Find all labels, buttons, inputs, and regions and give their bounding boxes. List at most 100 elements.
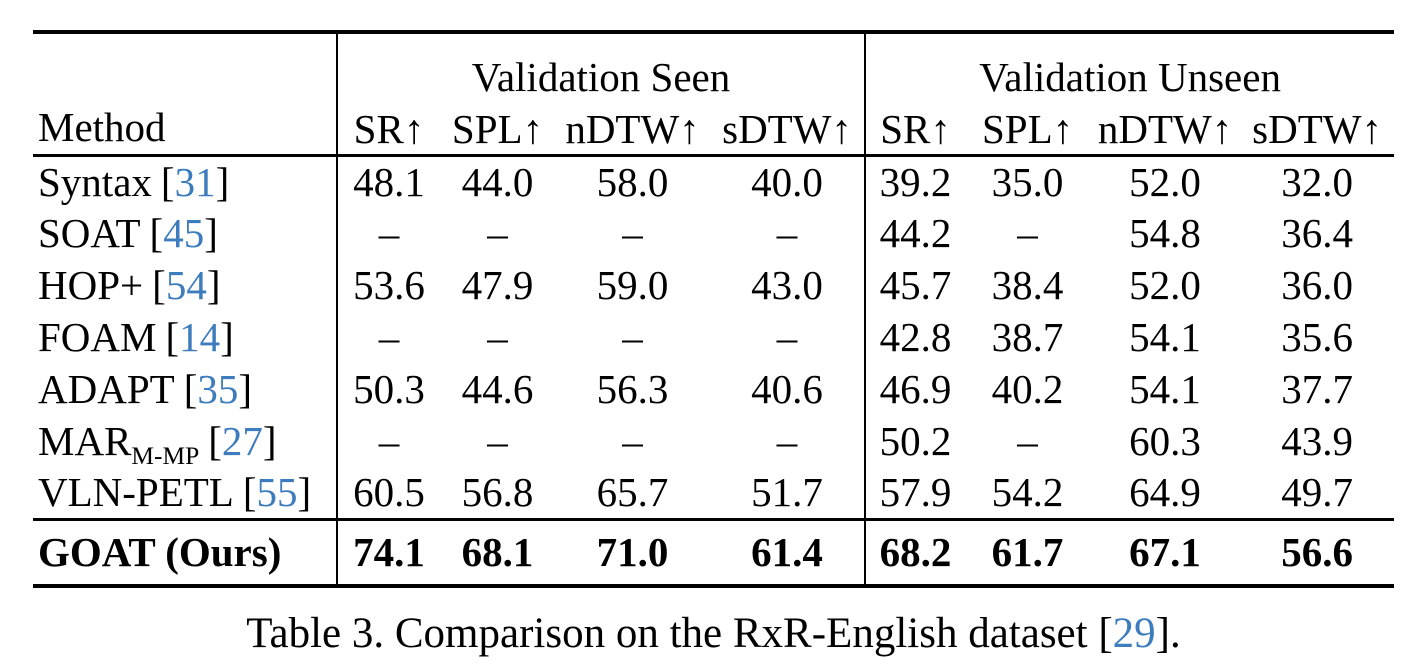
- metric-value: 54.1: [1129, 366, 1201, 412]
- metric-value: –: [776, 314, 798, 360]
- caption-text: Table 3. Comparison on the RxR-English d…: [246, 610, 1099, 657]
- bracket-close: ]: [262, 418, 277, 464]
- metric-value: 68.1: [440, 518, 555, 586]
- metric-value: 52.0: [1129, 158, 1201, 205]
- bracket-open: [: [165, 314, 180, 360]
- bracket-open: [: [149, 210, 164, 256]
- metric-value: 45.7: [864, 259, 966, 312]
- results-table: Method Validation Seen Validation Unseen…: [33, 30, 1395, 588]
- citation-link[interactable]: 29: [1112, 610, 1156, 657]
- table-row: HOP+ [54] 53.6 47.9 59.0 43.0 45.7 38.4 5…: [33, 259, 1394, 312]
- column-header-spl-unseen: SPL↑: [965, 104, 1091, 157]
- citation-link[interactable]: 55: [256, 469, 298, 516]
- metric-value: –: [336, 311, 440, 364]
- metric-value: 56.3: [596, 366, 669, 412]
- metric-value: 43.9: [1281, 418, 1353, 464]
- method-name: FOAM: [38, 314, 157, 360]
- method-cell: Syntax [31]: [33, 156, 337, 208]
- caption-period: .: [1170, 610, 1181, 657]
- metric-value: 36.0: [1281, 262, 1353, 308]
- table-row: Syntax [31] 48.1 44.0 58.0 40.0 39.2 35.0…: [33, 155, 1394, 208]
- method-name: SOAT: [38, 210, 141, 256]
- method-name: ADAPT: [38, 366, 175, 412]
- metric-value: 61.4: [710, 518, 866, 586]
- metric-value: 64.9: [1129, 469, 1201, 516]
- metric-value: 36.4: [1281, 210, 1353, 256]
- bracket-open: [: [242, 469, 257, 516]
- method-cell: FOAM [14]: [33, 312, 337, 364]
- metric-value: 50.3: [336, 363, 440, 416]
- bracket-close: ]: [1155, 610, 1170, 657]
- citation-link[interactable]: 45: [163, 210, 205, 256]
- metric-value: 67.1: [1090, 518, 1241, 586]
- citation-link[interactable]: 35: [197, 366, 239, 412]
- bracket-open: [: [208, 418, 222, 464]
- method-name: VLN-PETL: [38, 469, 234, 516]
- metric-value: 59.0: [596, 262, 669, 308]
- metric-value: 56.6: [1240, 518, 1395, 586]
- metric-value: –: [1017, 418, 1038, 464]
- column-header-method: Method: [33, 32, 337, 157]
- metric-value: 51.7: [751, 469, 823, 516]
- metric-value: –: [622, 314, 643, 360]
- metric-value: –: [776, 418, 798, 464]
- metric-value: 44.0: [461, 158, 534, 205]
- table-row: SOAT [45] – – – – 44.2 – 54.8 36.4: [33, 207, 1394, 260]
- method-subscript: M-MP: [131, 442, 200, 471]
- citation-link[interactable]: 54: [165, 262, 207, 308]
- metric-value: –: [487, 418, 508, 464]
- bracket-open: [: [152, 262, 166, 308]
- metric-value: 49.7: [1281, 469, 1353, 516]
- bracket-close: ]: [215, 158, 230, 205]
- metric-value: 74.1: [336, 518, 440, 586]
- metric-value: 44.6: [461, 366, 534, 412]
- method-cell: MARM-MP [27]: [33, 416, 337, 471]
- table-row-goat-ours: GOAT (Ours) 74.1 68.1 71.0 61.4 68.2 61.…: [33, 518, 1395, 586]
- header-row-groups: Method Validation Seen Validation Unseen: [33, 32, 1395, 157]
- metric-value: 35.6: [1281, 314, 1353, 360]
- method-cell: HOP+ [54]: [33, 260, 337, 312]
- bracket-open: [: [183, 366, 198, 412]
- table-row: VLN-PETL [55] 60.5 56.8 65.7 51.7 57.9 54…: [33, 467, 1394, 520]
- method-cell: VLN-PETL [55]: [33, 468, 337, 520]
- group-header-validation-seen: Validation Seen: [335, 32, 866, 104]
- metric-value: –: [1017, 210, 1038, 256]
- column-header-ndtw-unseen: nDTW↑: [1090, 104, 1241, 157]
- group-header-validation-unseen: Validation Unseen: [864, 32, 1395, 104]
- header-row-metrics: SR↑ SPL↑ nDTW↑ sDTW↑ SR↑ SPL↑ nDTW↑ sDTW…: [33, 104, 1395, 157]
- table-row: ADAPT [35] 50.3 44.6 56.3 40.6 46.9 40.2 …: [33, 363, 1394, 416]
- metric-value: 38.7: [991, 314, 1064, 360]
- metric-value: 52.0: [1129, 262, 1201, 308]
- metric-value: 32.0: [1281, 158, 1353, 205]
- column-header-sr-unseen: SR↑: [864, 104, 966, 157]
- column-header-spl-seen: SPL↑: [440, 104, 555, 157]
- metric-value: 65.7: [596, 469, 669, 516]
- column-header-ndtw-seen: nDTW↑: [555, 104, 710, 157]
- metric-value: 38.4: [991, 262, 1064, 308]
- method-name: Syntax: [38, 158, 152, 205]
- metric-value: 54.1: [1129, 314, 1201, 360]
- metric-value: 35.0: [991, 158, 1064, 205]
- metric-value: 42.8: [864, 311, 966, 364]
- bracket-open: [: [160, 158, 175, 205]
- metric-value: 44.2: [864, 207, 966, 260]
- method-cell: ADAPT [35]: [33, 364, 337, 416]
- metric-value: –: [336, 207, 440, 260]
- metric-value: 53.6: [336, 259, 440, 312]
- column-header-sdtw-unseen: sDTW↑: [1240, 104, 1395, 157]
- citation-link[interactable]: 27: [221, 418, 263, 464]
- metric-value: 61.7: [965, 518, 1091, 586]
- citation-link[interactable]: 31: [174, 158, 216, 205]
- metric-value: 68.2: [864, 518, 966, 586]
- citation-link[interactable]: 14: [179, 314, 221, 360]
- bracket-close: ]: [238, 366, 253, 412]
- table-row: FOAM [14] – – – – 42.8 38.7 54.1 35.6: [33, 311, 1394, 364]
- metric-value: 56.8: [461, 469, 534, 516]
- bracket-open: [: [1098, 610, 1113, 657]
- metric-value: 57.9: [864, 467, 966, 520]
- metric-value: 37.7: [1281, 366, 1353, 412]
- metric-value: 47.9: [461, 262, 534, 308]
- metric-value: 39.2: [864, 155, 966, 208]
- column-header-sdtw-seen: sDTW↑: [710, 104, 866, 157]
